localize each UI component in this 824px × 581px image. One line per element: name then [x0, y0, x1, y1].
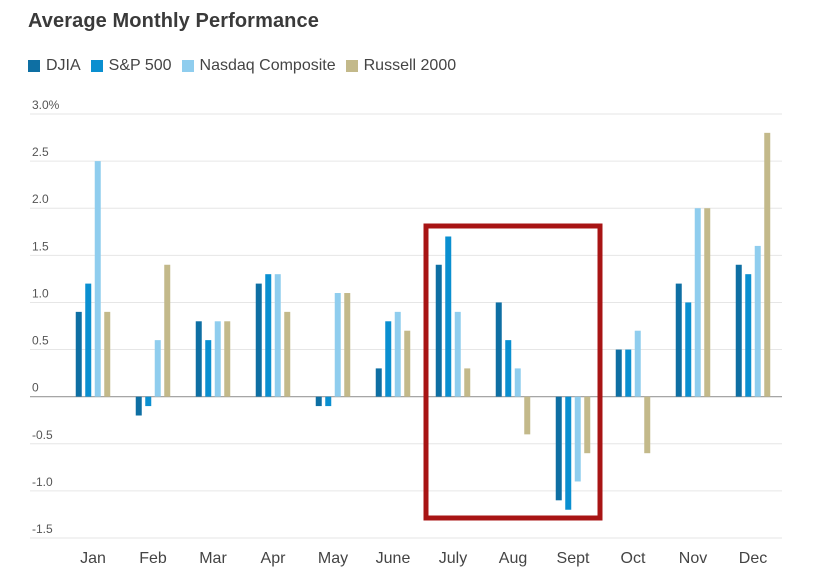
y-tick-label: 2.5 [32, 145, 49, 159]
bar [104, 311, 111, 397]
legend-swatch-djia [28, 60, 40, 72]
bar [745, 274, 752, 397]
bar [685, 302, 692, 397]
bar [584, 396, 591, 454]
bar [694, 208, 701, 397]
bar [94, 161, 101, 397]
legend-label-sp500: S&P 500 [108, 57, 172, 74]
bar [85, 283, 92, 397]
bar [644, 396, 651, 454]
legend-label-nasdaq: Nasdaq Composite [199, 57, 336, 74]
bar [135, 396, 142, 416]
y-tick-label: 1.0 [32, 286, 49, 300]
bar [754, 245, 761, 397]
x-tick-label: July [439, 550, 467, 567]
chart-title: Average Monthly Performance [28, 10, 319, 32]
gridlines [30, 113, 782, 539]
y-tick-label: 3.0% [32, 98, 60, 112]
y-tick-label: -0.5 [32, 428, 53, 442]
bar [284, 311, 291, 397]
bar [375, 368, 382, 397]
bar [315, 396, 322, 407]
bar [514, 368, 521, 397]
bar [675, 283, 682, 397]
bar [524, 396, 531, 435]
y-tick-label: 1.5 [32, 239, 49, 253]
bar [445, 236, 452, 397]
bar [555, 396, 562, 501]
bar [704, 208, 711, 397]
y-tick-label: -1.5 [32, 522, 53, 536]
bar [325, 396, 332, 407]
legend-item-sp500: S&P 500 [90, 57, 172, 75]
bar [205, 340, 212, 397]
bar [214, 321, 221, 397]
y-tick-label: -1.0 [32, 475, 53, 489]
y-tick-label: 0 [32, 381, 39, 395]
bar [255, 283, 262, 397]
bar [565, 396, 572, 510]
legend-label-djia: DJIA [46, 57, 81, 74]
bar [735, 264, 742, 397]
bar [154, 340, 161, 397]
bar [385, 321, 392, 397]
bar [344, 293, 351, 397]
x-tick-label: Aug [499, 550, 527, 567]
legend-swatch-nasdaq [181, 60, 194, 72]
x-tick-label: Mar [199, 550, 227, 567]
bar [394, 311, 401, 397]
bar [464, 368, 471, 397]
bar [334, 293, 341, 397]
x-tick-label: Apr [261, 550, 287, 567]
x-tick-label: Jan [80, 550, 106, 567]
bar [274, 274, 281, 397]
chart-legend: DJIA S&P 500 Nasdaq Composite Russell 20… [28, 57, 466, 75]
bar [625, 349, 632, 397]
bar [615, 349, 622, 397]
x-tick-label: June [376, 550, 411, 567]
x-tick-label: Sept [557, 550, 590, 567]
bar [634, 330, 641, 397]
legend-swatch-russell [345, 60, 358, 72]
x-tick-label: Feb [139, 550, 167, 567]
bar [435, 264, 442, 397]
bar [265, 274, 272, 397]
bar [75, 311, 82, 397]
y-tick-label: 0.5 [32, 334, 49, 348]
bar [764, 132, 771, 397]
bar [164, 264, 171, 397]
bar [145, 396, 152, 407]
x-tick-label: Oct [621, 550, 646, 567]
legend-item-nasdaq: Nasdaq Composite [181, 57, 336, 75]
highlight-overlay [423, 223, 603, 521]
bar [224, 321, 231, 397]
legend-label-russell: Russell 2000 [363, 57, 457, 74]
bar [454, 311, 461, 397]
bars [75, 132, 771, 510]
bar [495, 302, 502, 397]
legend-item-djia: DJIA [28, 57, 81, 75]
x-tick-label: May [318, 550, 348, 567]
bar [195, 321, 202, 397]
bar [505, 340, 512, 397]
bar [404, 330, 411, 397]
x-axis: Jan Feb Mar Apr May June July Aug Sept Oct Nov Dec [80, 550, 767, 567]
bar [574, 396, 581, 482]
x-tick-label: Dec [739, 550, 767, 567]
highlight-box [423, 223, 603, 521]
legend-swatch-sp500 [90, 60, 103, 72]
y-tick-label: 2.0 [32, 192, 49, 206]
y-axis: 3.0% 2.5 2.0 1.5 1.0 0.5 0 -0.5 -1.0 -1.5 [32, 98, 60, 536]
x-tick-label: Nov [679, 550, 707, 567]
legend-item-russell: Russell 2000 [345, 57, 457, 75]
